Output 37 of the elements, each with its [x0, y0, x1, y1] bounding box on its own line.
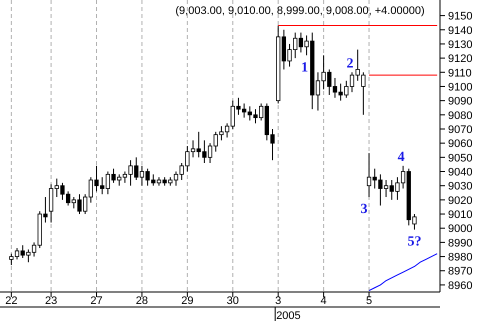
y-tick-label: 9010	[448, 209, 472, 222]
annotation: 3	[360, 202, 368, 218]
y-tick-label: 9080	[448, 110, 472, 122]
y-tick-label: 9120	[448, 53, 472, 66]
y-tick-label: 9150	[448, 10, 472, 23]
x-tick-label: 30	[226, 295, 239, 307]
annotation: 5?	[407, 234, 422, 250]
y-tick-label: 9020	[448, 194, 472, 207]
annotation: 1	[301, 60, 308, 76]
y-tick-label: 9100	[448, 81, 472, 94]
text: 2005	[276, 310, 301, 321]
y-tick-label: 9070	[448, 124, 472, 136]
y-tick-label: 9000	[448, 223, 472, 236]
chart-title: (9,003.00, 9,010.00, 8,999.00, 9,008.00, +4.00000)	[175, 5, 425, 17]
y-tick-label: 9130	[448, 38, 472, 51]
x-tick-label: 28	[136, 295, 148, 307]
x-tick-label: 4	[320, 295, 327, 307]
y-tick-label: 8960	[448, 280, 472, 292]
x-tick-label: 23	[44, 295, 58, 307]
x-tick-label: 22	[5, 295, 18, 307]
y-tick-label: 9110	[448, 67, 472, 80]
y-tick-label: 9060	[448, 138, 472, 150]
y-tick-label: 8970	[448, 266, 472, 278]
y-tick-label: 8990	[448, 237, 472, 250]
y-tick-label: 9140	[448, 24, 472, 37]
y-tick-label: 9090	[448, 96, 472, 108]
y-tick-label: 9030	[448, 180, 472, 193]
annotation: 2	[346, 56, 354, 72]
x-tick-label: 5	[366, 295, 372, 307]
y-tick-label: 8980	[448, 252, 472, 264]
line-series	[368, 253, 438, 292]
x-tick-label: 3	[275, 295, 282, 307]
y-tick-label: 9050	[448, 152, 472, 164]
y-tick-label: 9040	[448, 166, 472, 179]
x-tick-label: 29	[181, 295, 194, 307]
x-tick-label: 27	[90, 295, 103, 307]
annotation: 4	[398, 150, 405, 165]
